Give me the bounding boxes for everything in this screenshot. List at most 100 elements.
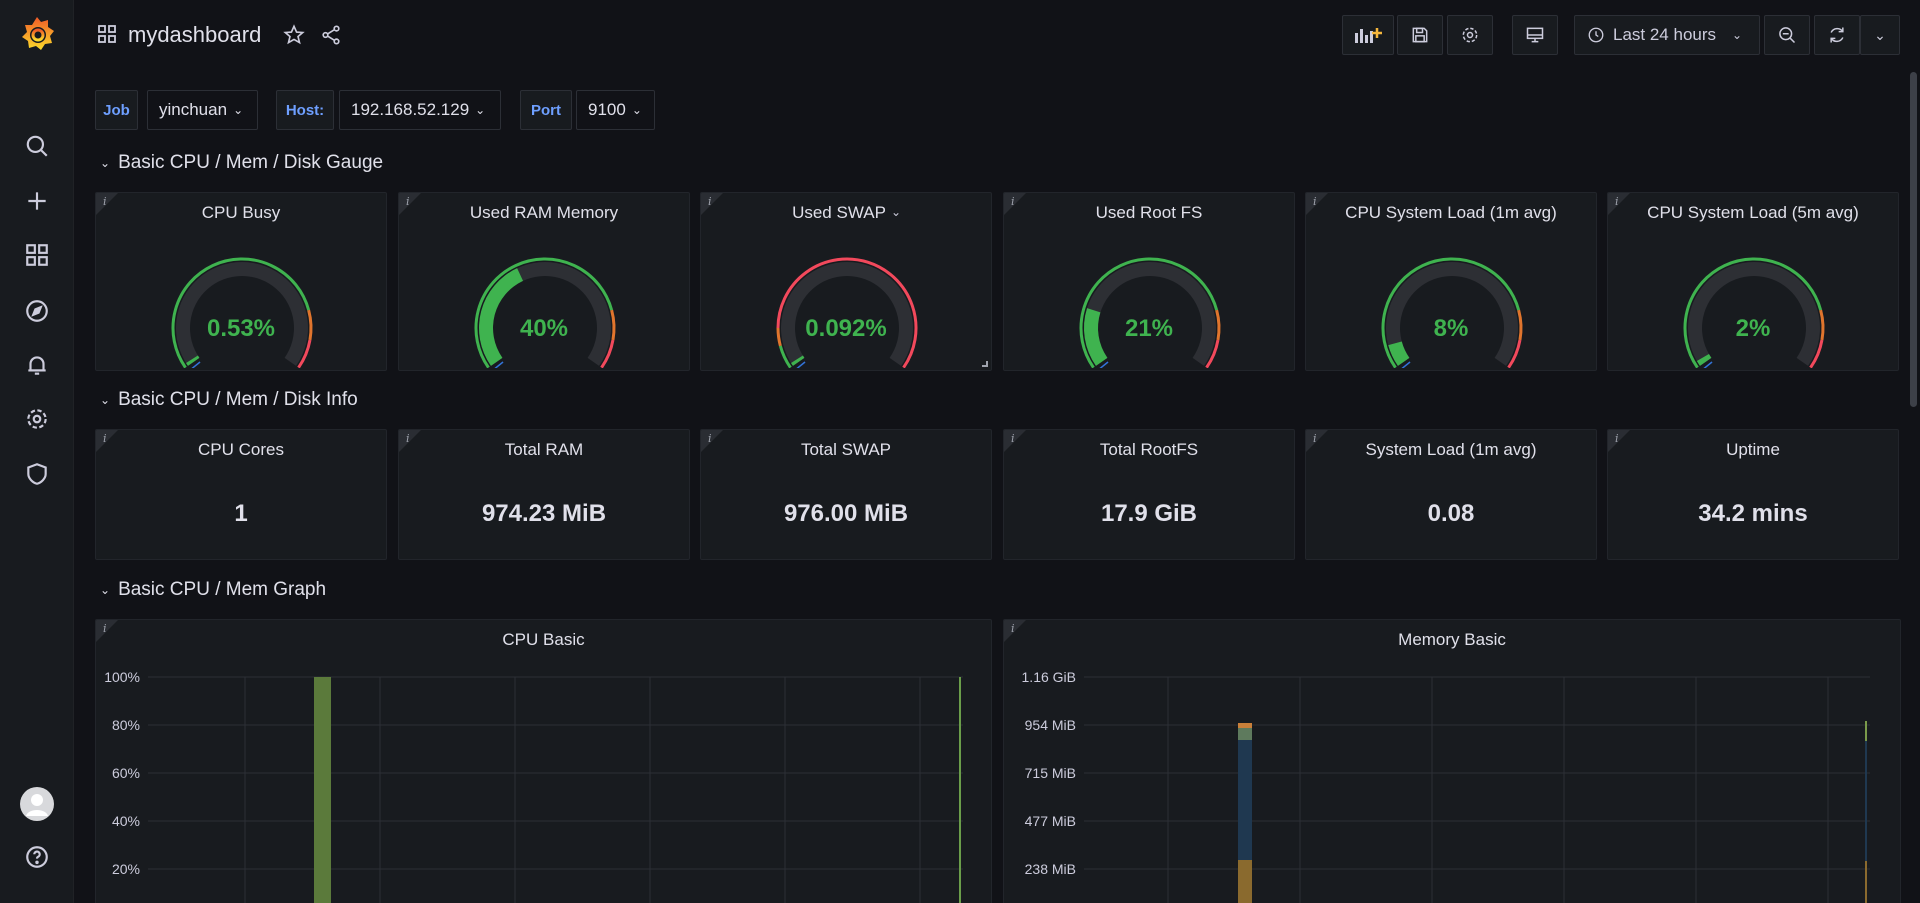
shield-icon[interactable] [22,459,52,489]
search-icon[interactable] [22,131,52,161]
settings-icon[interactable] [22,404,52,434]
info-icon[interactable]: i [1011,432,1015,445]
gauge-track [781,262,913,366]
gauge-threshold [610,309,616,341]
info-icon[interactable]: i [103,195,107,208]
info-icon[interactable]: i [103,622,107,635]
panel-stat[interactable]: i CPU Cores 1 [95,429,387,560]
time-range-label: Last 24 hours [1613,25,1717,44]
panel-gauge[interactable]: i Used Root FS 21% [1003,192,1295,371]
panel-title: Used Root FS [1095,203,1203,222]
panel-gauge[interactable]: i Used SWAP ⌄ 0.092% [700,192,992,371]
dashboards-icon[interactable] [22,240,52,270]
series-mark [1865,721,1867,741]
gauge-fill [1388,341,1410,366]
save-dashboard-button[interactable] [1397,15,1443,55]
info-icon[interactable]: i [1615,195,1619,208]
zoom-out-button[interactable] [1764,15,1810,55]
panel-gauge[interactable]: i Used RAM Memory 40% [398,192,690,371]
info-icon[interactable]: i [406,432,410,445]
y-tick-label: 715 MiB [1025,765,1076,781]
help-icon[interactable] [22,842,52,872]
panel-corner [1004,430,1026,452]
avatar[interactable] [20,787,54,821]
panel-stat[interactable]: i Total RAM 974.23 MiB [398,429,690,560]
dashboard-grid-icon [98,25,116,43]
gauge-fill [1084,308,1108,366]
series-mark [1865,861,1867,903]
panel-stat[interactable]: i System Load (1m avg) 0.08 [1305,429,1597,560]
gauge-threshold [1381,257,1521,368]
panel-gauge[interactable]: i CPU System Load (1m avg) 8% [1305,192,1597,371]
star-icon[interactable] [283,24,305,46]
panel-cpu-basic[interactable]: i CPU Basic 100% 80% 60% 40% 20% [95,619,992,903]
panel-corner [96,620,118,642]
grafana-logo[interactable] [17,14,57,54]
gauge-dial [1683,257,1825,368]
panel-corner [96,193,118,215]
panel-corner [96,430,118,452]
tv-mode-button[interactable] [1512,15,1558,55]
scrollbar[interactable] [1910,72,1917,407]
plus-icon[interactable] [22,186,52,216]
variable-value: 9100 [588,100,626,119]
panel-gauge[interactable]: i CPU System Load (5m avg) 2% [1607,192,1899,371]
dashboard-settings-button[interactable] [1447,15,1493,55]
info-icon[interactable]: i [406,195,410,208]
refresh-interval-dropdown[interactable]: ⌄ [1860,15,1900,55]
refresh-button[interactable] [1814,15,1860,55]
panel-stat[interactable]: i Total SWAP 976.00 MiB [700,429,992,560]
row-header-info[interactable]: ⌄ Basic CPU / Mem / Disk Info [100,389,358,411]
panel-title: CPU Busy [201,203,281,222]
info-icon[interactable]: i [708,432,712,445]
info-icon[interactable]: i [708,195,712,208]
share-icon[interactable] [320,24,342,46]
gauge-threshold [1205,339,1220,368]
panel-title: Used SWAP [792,203,886,222]
gauge-fill [791,355,805,366]
gauge-threshold [1507,339,1522,368]
save-icon [1412,27,1428,43]
y-tick-label: 238 MiB [1025,861,1076,877]
time-range-picker[interactable]: Last 24 hours ⌄ [1574,15,1760,55]
series-mark [1238,728,1252,740]
variable-select-host[interactable]: 192.168.52.129 ⌄ [339,90,501,130]
info-icon[interactable]: i [1615,432,1619,445]
gauge-value: 8% [1433,315,1469,342]
gauge-threshold [1819,309,1825,341]
variable-select-port[interactable]: 9100 ⌄ [576,90,655,130]
info-icon[interactable]: i [1313,195,1317,208]
panel-stat[interactable]: i Uptime 34.2 mins [1607,429,1899,560]
variable-label-port: Port [520,90,572,130]
variable-select-job[interactable]: yinchuan ⌄ [147,90,258,130]
explore-icon[interactable] [22,296,52,326]
dashboard-title[interactable]: mydashboard [128,22,262,47]
info-icon[interactable]: i [1313,432,1317,445]
panel-memory-basic[interactable]: i Memory Basic 1.16 GiB 954 MiB 715 MiB 477… [1003,619,1901,903]
stat-value: 17.9 GiB [1100,500,1198,527]
row-header-gauge[interactable]: ⌄ Basic CPU / Mem / Disk Gauge [100,152,383,174]
gear-icon [1462,27,1478,43]
info-icon[interactable]: i [1011,195,1015,208]
panel-corner [701,430,723,452]
add-panel-button[interactable] [1342,15,1394,55]
gauge-threshold [1079,257,1219,368]
monitor-icon [1526,27,1544,43]
cpu-graph-plot: 100% 80% 60% 40% 20% [104,669,963,903]
gauge-fill [1696,354,1712,366]
gauge-needle [191,361,201,368]
panel-gauge[interactable]: i CPU Busy 0.53% [95,192,387,371]
series-mark [1865,741,1867,861]
info-icon[interactable]: i [103,432,107,445]
sidebar [0,0,74,903]
info-icon[interactable]: i [1011,622,1015,635]
resize-handle[interactable] [982,361,988,367]
y-tick-label: 477 MiB [1025,813,1076,829]
panel-title: CPU Cores [198,440,284,459]
panel-stat[interactable]: i Total RootFS 17.9 GiB [1003,429,1295,560]
panel-title: CPU System Load (1m avg) [1345,203,1557,222]
gauge-value: 0.53% [206,315,276,342]
gauge-track [176,262,308,366]
alerting-icon[interactable] [22,350,52,380]
row-header-graph[interactable]: ⌄ Basic CPU / Mem Graph [100,579,326,601]
